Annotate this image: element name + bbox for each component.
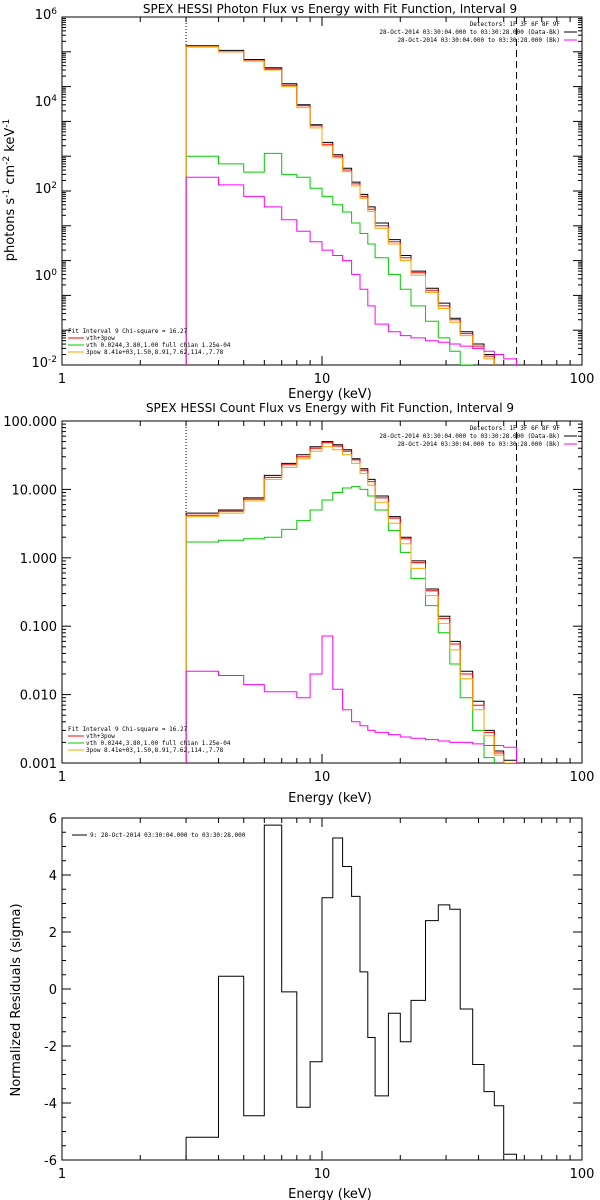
x-tick-label: 100: [570, 372, 595, 387]
legend-entry: 28-Oct-2014 03:30:04.000 to 03:30:28.000…: [397, 37, 560, 44]
residuals-panel: Energy (keV) Normalized Residuals (sigma…: [9, 812, 594, 1200]
y-tick-label: -2: [44, 1040, 57, 1055]
legend-entry: Fit Interval 9 Chi-square = 16.27: [68, 726, 188, 733]
y-tick-label: 100.000: [3, 415, 57, 430]
photon-flux-title: SPEX HESSI Photon Flux vs Energy with Fi…: [143, 2, 517, 16]
x-tick-label: 100: [570, 1167, 595, 1182]
plot-frame: [61, 420, 583, 764]
series-3pow: [185, 46, 517, 365]
x-tick-label: 10: [314, 770, 331, 785]
series-bk: [185, 635, 517, 763]
legend-entry: 28-Oct-2014 03:30:04.000 to 03:30:28.000…: [379, 433, 560, 440]
y-tick-label: 106: [35, 7, 58, 23]
legend-entry: 3pow 8.41e+03,1.50,8.91,7.62,114.,7.78: [86, 747, 224, 754]
legend-entry: Fit Interval 9 Chi-square = 16.27: [68, 328, 188, 335]
legend-entry: vth 0.0244,3.80,1.00 full chian 1.25e-04: [86, 740, 231, 747]
y-tick-label: 0.100: [20, 620, 57, 635]
y-tick-label: 102: [35, 181, 57, 197]
count-flux-title: SPEX HESSI Count Flux vs Energy with Fit…: [146, 401, 514, 415]
y-tick-label: 2: [49, 926, 57, 941]
series-vth-3pow: [185, 46, 517, 365]
legend-entry: vth 0.0244,3.80,1.00 full chian 1.25e-04: [86, 342, 231, 349]
photon-flux-panel: SPEX HESSI Photon Flux vs Energy with Fi…: [2, 2, 594, 402]
legend-entry: 28-Oct-2014 03:30:04.000 to 03:30:28.000…: [397, 441, 560, 448]
photon-flux-xlabel: Energy (keV): [288, 387, 372, 402]
y-tick-label: -4: [44, 1097, 57, 1112]
x-tick-label: 10: [314, 1167, 331, 1182]
series-bk: [185, 176, 517, 365]
y-tick-label: 10-2: [31, 355, 57, 371]
count-flux-panel: SPEX HESSI Count Flux vs Energy with Fit…: [3, 401, 594, 806]
series-data-bk: [185, 45, 517, 365]
residuals-xlabel: Energy (keV): [288, 1187, 372, 1200]
legend-entry: Detectors: 1F 3F 6F 8F 9F: [470, 21, 561, 28]
x-tick-label: 1: [58, 372, 66, 387]
y-tick-label: 1.000: [20, 552, 57, 567]
x-tick-label: 10: [314, 372, 331, 387]
legend-entry: vth+3pow: [86, 335, 115, 342]
y-tick-label: 100: [35, 268, 58, 284]
photon-flux-ylabel: photons s-1 cm-2 keV-1: [2, 119, 18, 261]
legend-entry: 28-Oct-2014 03:30:04.000 to 03:30:28.000…: [379, 29, 560, 36]
legend-entry: vth+3pow: [86, 733, 115, 740]
count-flux-xlabel: Energy (keV): [288, 791, 372, 806]
series-residuals: [185, 824, 517, 1160]
y-tick-label: 10.000: [12, 483, 58, 498]
plot-area: [185, 17, 518, 365]
legend-entry: Detectors: 1F 3F 6F 8F 9F: [470, 425, 561, 432]
legend-entry: 9: 28-Oct-2014 03:30:04.000 to 03:30:28.…: [90, 832, 246, 839]
y-tick-label: 104: [35, 94, 58, 110]
y-tick-label: 6: [49, 812, 57, 827]
residuals-ylabel: Normalized Residuals (sigma): [9, 903, 24, 1096]
y-tick-label: -6: [44, 1154, 57, 1169]
series-vth: [185, 486, 517, 763]
legend-entry: 3pow 8.41e+03,1.50,8.91,7.62,114.,7.78: [86, 349, 224, 356]
y-tick-label: 0.001: [20, 757, 57, 772]
y-tick-label: 0: [49, 983, 57, 998]
x-tick-label: 100: [570, 770, 595, 785]
x-tick-label: 1: [58, 1167, 66, 1182]
series-vth: [185, 152, 517, 365]
series-3pow: [185, 446, 517, 763]
photon-flux-y-tick-labels: 10-2 100 102 104 106: [31, 7, 57, 371]
plot-area: [185, 824, 517, 1160]
x-tick-label: 1: [58, 770, 66, 785]
y-tick-label: 4: [49, 869, 57, 884]
plot-area: [185, 421, 518, 763]
y-tick-label: 0.010: [20, 689, 57, 704]
